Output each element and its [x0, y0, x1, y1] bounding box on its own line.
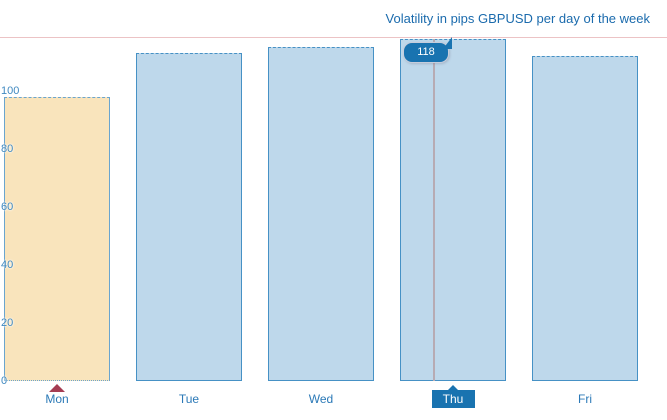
bar-fri[interactable] — [532, 56, 638, 381]
bar-mon[interactable] — [4, 97, 110, 381]
crosshair-line — [433, 39, 435, 381]
y-axis-label-60: 60 — [1, 201, 14, 213]
chart-title: Volatility in pips GBPUSD per day of the… — [385, 11, 650, 26]
x-axis-label-tue[interactable]: Tue — [178, 392, 200, 406]
x-axis-label-wed[interactable]: Wed — [308, 392, 334, 406]
tooltip-value: 118 — [417, 46, 435, 58]
y-axis-label-20: 20 — [1, 317, 14, 329]
x-axis-label-thu[interactable]: Thu — [431, 385, 475, 408]
bar-tue[interactable] — [136, 53, 242, 381]
y-axis-label-40: 40 — [1, 259, 14, 271]
x-axis-label-mon[interactable]: Mon — [45, 392, 69, 406]
y-axis-label-80: 80 — [1, 143, 14, 155]
x-axis-label-fri[interactable]: Fri — [578, 392, 592, 406]
bar-thu[interactable] — [400, 39, 506, 381]
bar-wed[interactable] — [268, 47, 374, 381]
y-axis-label-0: 0 — [1, 375, 8, 387]
y-axis-label-100: 100 — [1, 85, 20, 97]
plot-top-border-line — [0, 37, 667, 38]
highlighted-day-marker-triangle — [49, 384, 65, 392]
tooltip: 118 — [403, 37, 452, 63]
